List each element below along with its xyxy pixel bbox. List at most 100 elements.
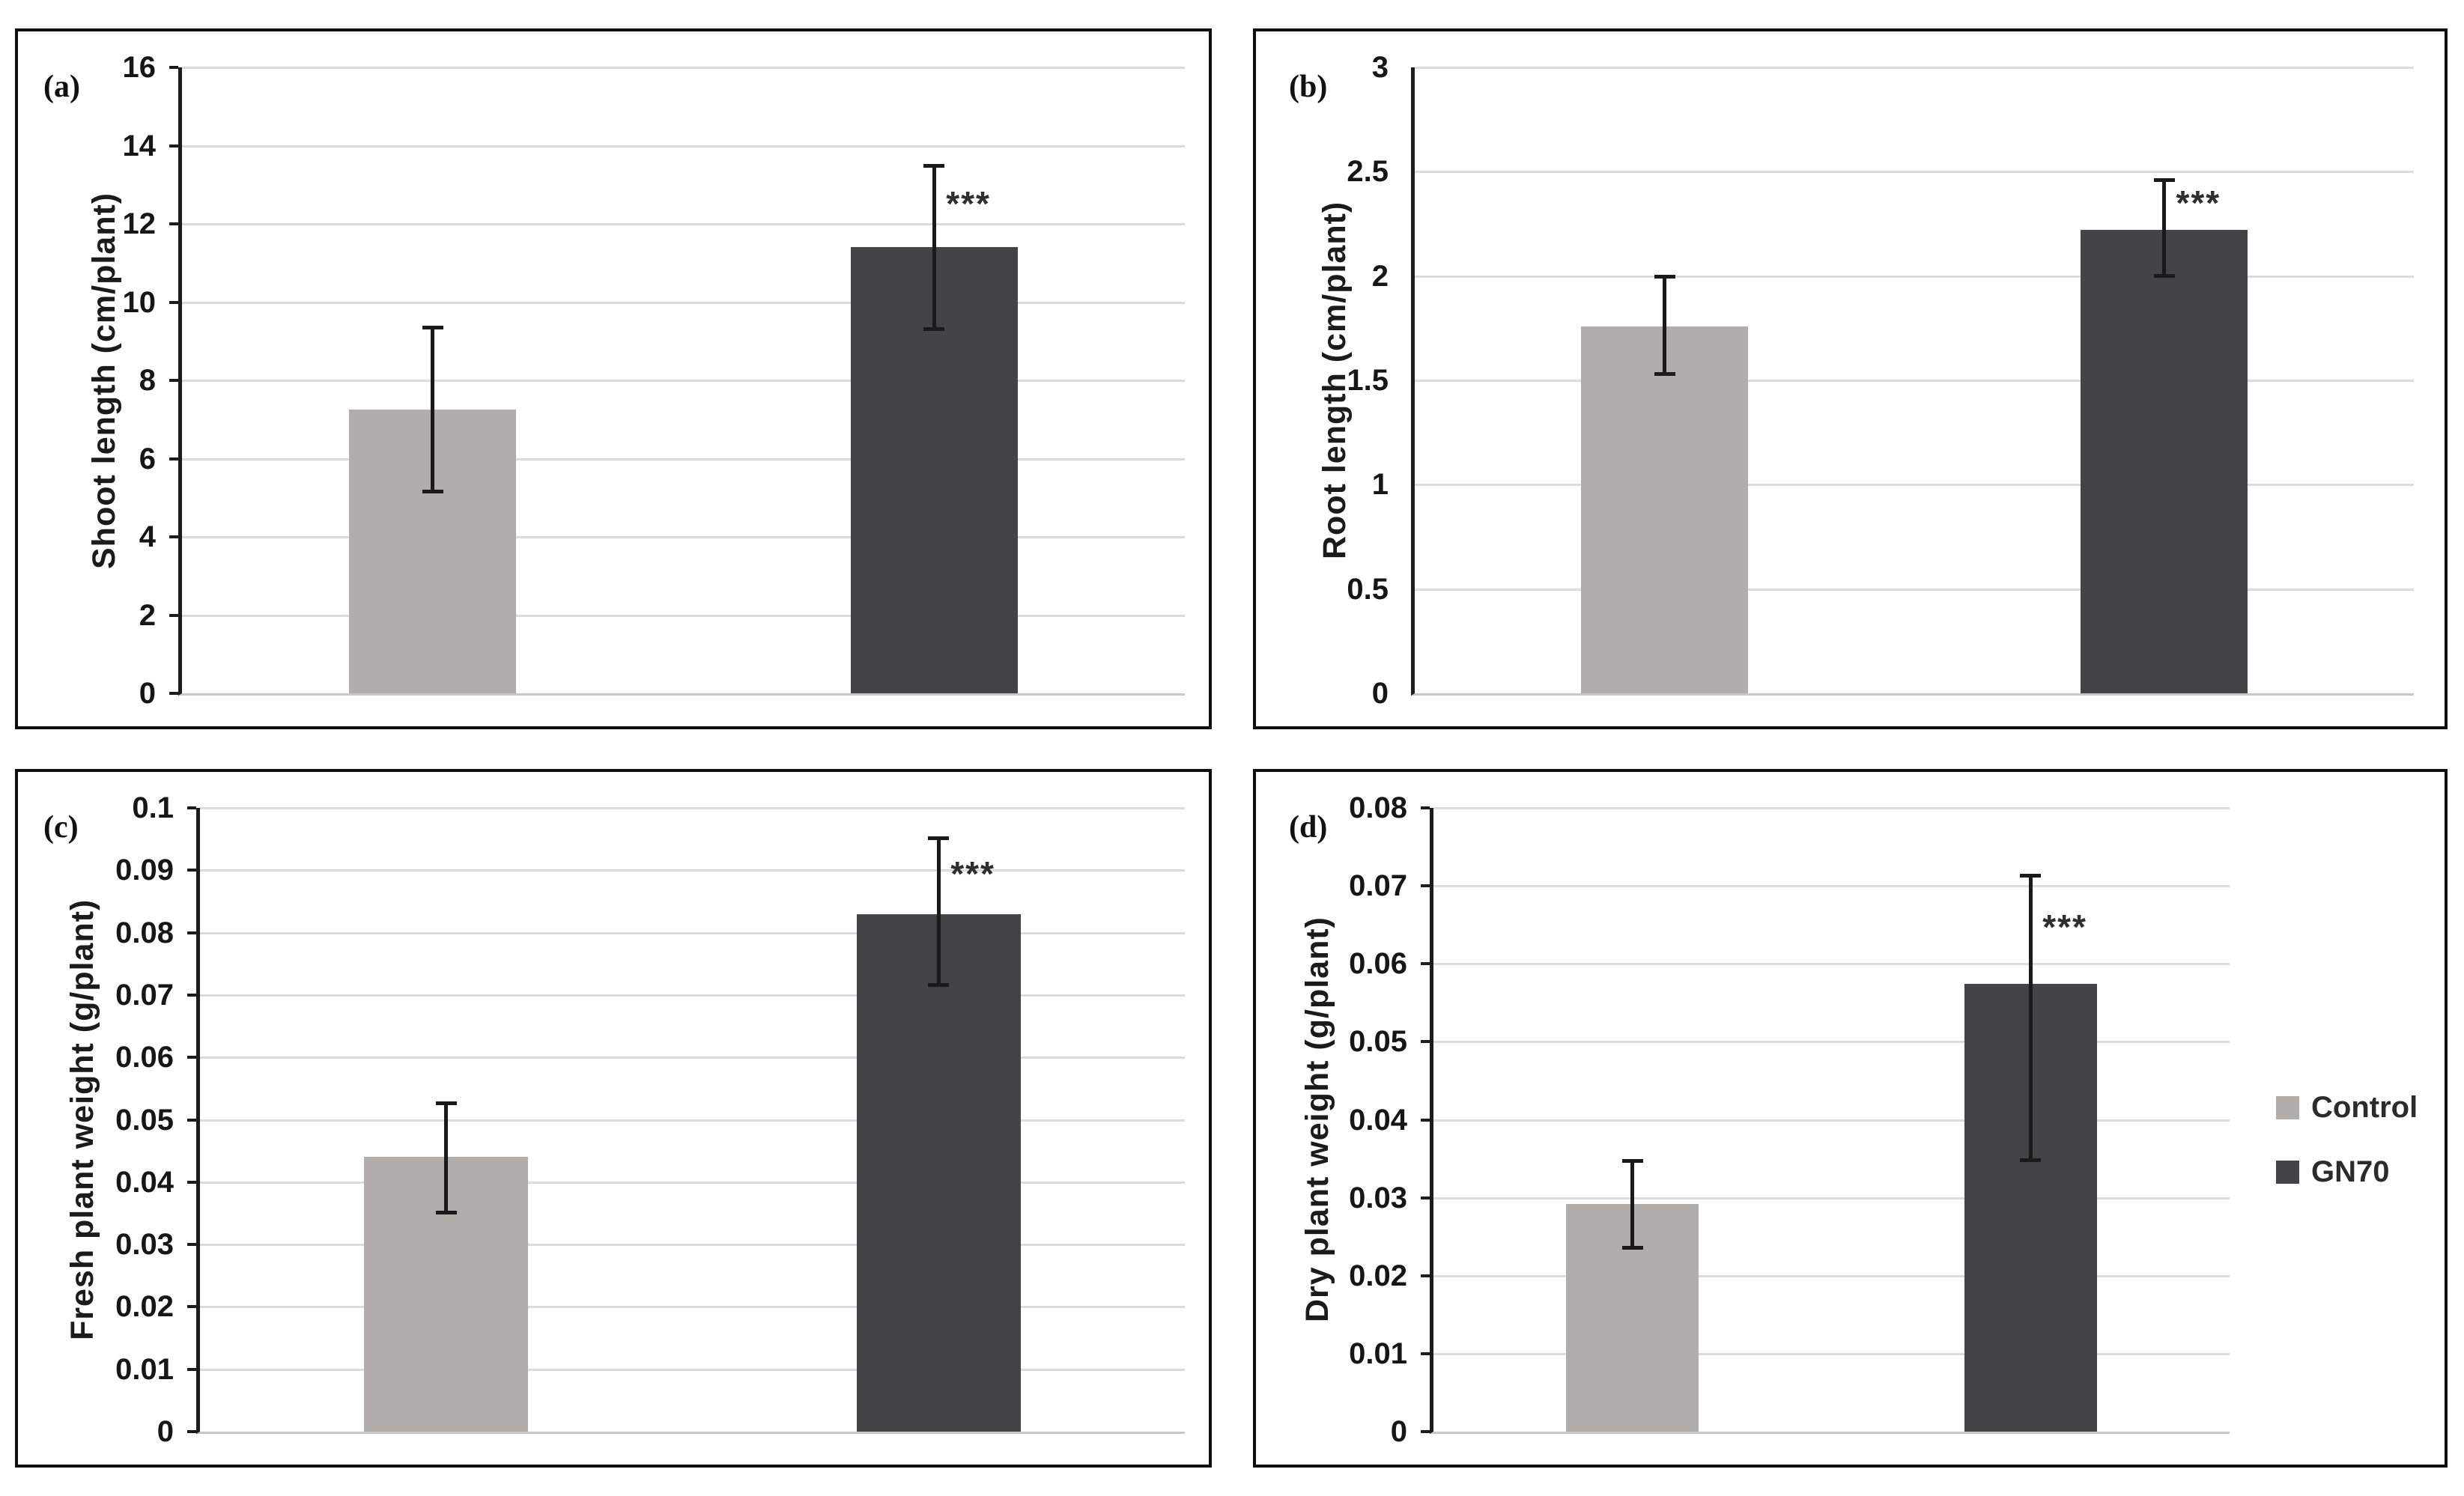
- y-tick-label: 0.08: [115, 916, 174, 949]
- y-axis-tick: [169, 66, 178, 69]
- gridline: [200, 1181, 1185, 1184]
- error-bar-cap-top: [1621, 1158, 1643, 1163]
- y-axis-tick: [187, 1056, 196, 1059]
- y-axis-tick: [1421, 1118, 1430, 1122]
- y-axis-tick: [169, 379, 178, 382]
- y-tick-label: 0.02: [115, 1290, 174, 1324]
- gridline: [200, 1244, 1185, 1247]
- error-bar-cap-top: [422, 326, 443, 330]
- y-tick-label: 16: [122, 51, 157, 84]
- error-bar-cap-top: [923, 163, 945, 168]
- y-tick-label: 1.5: [1347, 364, 1389, 397]
- gridline: [200, 1368, 1185, 1371]
- y-tick-label: 4: [139, 520, 156, 553]
- panel-b: (b) Root length (cm/plant) 0 0.5 1 1.5 2 2.5 3…: [1253, 28, 2448, 729]
- gridline: [200, 1119, 1185, 1122]
- y-axis-tick: [187, 931, 196, 934]
- error-bar: [431, 327, 435, 492]
- y-axis-tick: [169, 535, 178, 538]
- gridline: [1415, 588, 2414, 591]
- y-axis-tick: [169, 144, 178, 148]
- y-tick-label: 10: [122, 285, 157, 319]
- gridline: [182, 457, 1185, 460]
- panel-letter-c: (c): [43, 810, 79, 845]
- gridline: [1415, 484, 2414, 487]
- y-axis-tick: [187, 1118, 196, 1122]
- significance-marker: ***: [950, 854, 995, 893]
- error-bar-cap-top: [2153, 178, 2175, 183]
- plot-area-b: 0 0.5 1 1.5 2 2.5 3 ***: [1347, 51, 2414, 710]
- gridline: [1433, 1041, 2230, 1044]
- error-bar: [444, 1103, 449, 1214]
- y-tick-label: 14: [122, 129, 157, 162]
- y-axis-tick: [187, 1243, 196, 1247]
- error-bar: [2162, 180, 2166, 276]
- gridline: [200, 1306, 1185, 1309]
- y-axis-tick: [1421, 806, 1430, 809]
- error-bar: [936, 837, 941, 986]
- gridline: [200, 1056, 1185, 1059]
- gridline: [1433, 807, 2230, 809]
- gridline: [182, 380, 1185, 382]
- y-tick-label: 0.03: [1349, 1181, 1407, 1214]
- error-bar-cap-top: [928, 836, 950, 840]
- y-tick-label: 0.07: [1349, 869, 1407, 903]
- error-bar-cap-bottom: [422, 489, 443, 493]
- error-bar-cap-top: [435, 1101, 457, 1105]
- y-axis-tick: [187, 993, 196, 997]
- bar-gn70: [856, 913, 1021, 1432]
- legend-item-gn70: GN70: [2276, 1157, 2418, 1187]
- y-axis-tick: [1421, 1351, 1430, 1355]
- legend-label-control: Control: [2311, 1091, 2418, 1124]
- gridline: [1415, 67, 2414, 69]
- y-axis-tick: [187, 1305, 196, 1309]
- y-axis-tick: [1421, 1430, 1430, 1433]
- y-axis-tick: [1421, 884, 1430, 888]
- gridline: [182, 223, 1185, 225]
- y-tick-label: 12: [122, 207, 157, 240]
- gridline: [200, 931, 1185, 934]
- panel-a: (a) Shoot length (cm/plant) 0 2 4 6 8 10 12 14 1…: [15, 28, 1212, 729]
- y-tick-label: 0.05: [115, 1103, 174, 1137]
- gridline: [1433, 1197, 2230, 1199]
- y-tick-label: 0.1: [132, 791, 174, 824]
- y-tick-label: 0.05: [1349, 1025, 1407, 1059]
- error-bar-cap-bottom: [923, 327, 945, 332]
- y-tick-label: 0: [1371, 677, 1389, 710]
- error-bar: [1663, 276, 1666, 374]
- error-bar-cap-bottom: [1654, 371, 1675, 376]
- y-axis-tick: [187, 1180, 196, 1184]
- error-bar: [2028, 875, 2033, 1161]
- y-axis-tick: [169, 613, 178, 617]
- gridline: [1433, 1352, 2230, 1355]
- gridline: [1433, 963, 2230, 966]
- y-tick-label: 0.04: [115, 1165, 174, 1199]
- plot-area-c: 0 0.01 0.02 0.03 0.04 0.05 0.06 0.07 0.08 0.09 0.1…: [115, 791, 1185, 1448]
- legend-label-gn70: GN70: [2311, 1155, 2390, 1188]
- gridline: [200, 807, 1185, 809]
- y-tick-label: 0.04: [1349, 1103, 1407, 1137]
- legend-swatch-gn70-icon: [2276, 1160, 2299, 1184]
- y-tick-label: 2.5: [1347, 155, 1389, 189]
- gridline: [1415, 275, 2414, 278]
- gridline: [1433, 1119, 2230, 1122]
- y-tick-label: 2: [139, 598, 156, 632]
- panel-letter-b: (b): [1289, 70, 1328, 104]
- y-tick-label: 0.06: [115, 1041, 174, 1074]
- y-tick-label: 0.08: [1349, 791, 1407, 824]
- panel-letter-d: (d): [1289, 810, 1328, 845]
- y-axis-tick: [1421, 1040, 1430, 1044]
- legend-swatch-control-icon: [2276, 1095, 2299, 1119]
- legend: Control GN70: [2276, 1092, 2418, 1187]
- y-tick-label: 8: [139, 364, 156, 397]
- y-tick-label: 0.07: [115, 978, 174, 1012]
- error-bar-cap-bottom: [1621, 1246, 1643, 1250]
- y-axis-tick: [187, 869, 196, 872]
- y-tick-label: 0.03: [115, 1228, 174, 1262]
- gridline: [1433, 885, 2230, 888]
- y-axis-tick: [169, 692, 178, 695]
- y-tick-label: 0.09: [115, 854, 174, 887]
- y-tick-label: 0: [1390, 1415, 1407, 1448]
- gridline: [182, 67, 1185, 69]
